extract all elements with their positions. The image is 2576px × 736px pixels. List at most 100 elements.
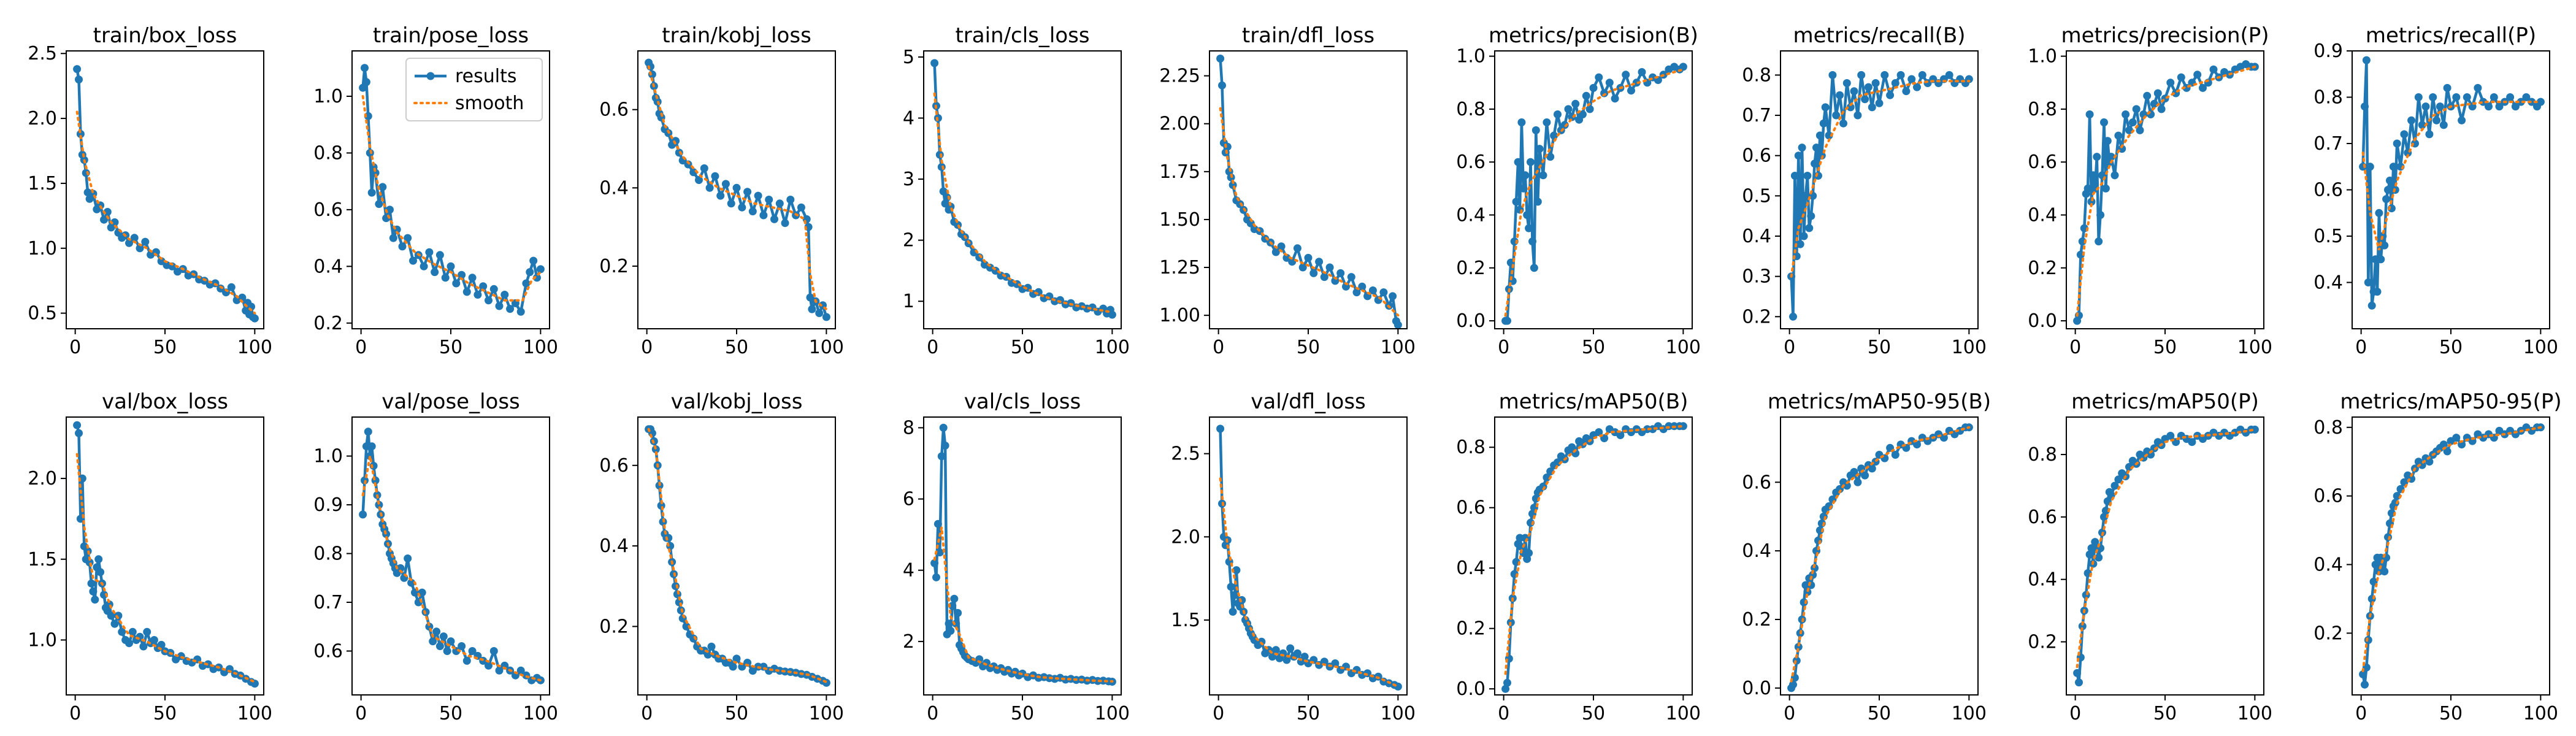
x-tick-label: 50 xyxy=(2439,337,2463,358)
series-smooth xyxy=(933,92,1114,314)
data-point xyxy=(1546,153,1555,161)
series-smooth xyxy=(1790,80,1971,278)
data-point xyxy=(2091,184,2099,193)
data-point xyxy=(2371,561,2380,569)
data-point xyxy=(1832,111,1841,120)
series-results xyxy=(1787,423,1973,692)
data-point xyxy=(2522,93,2531,101)
smooth-line xyxy=(1790,426,1971,683)
panel-title: metrics/precision(P) xyxy=(2061,23,2269,48)
y-tick-label: 2.25 xyxy=(1159,66,1200,87)
data-point xyxy=(1503,316,1511,325)
panel-metrics-precision-b: metrics/precision(B) 0 50 100 0.0 0.2 0.4 0.6 0.… xyxy=(1456,23,1701,358)
data-point xyxy=(1622,71,1630,79)
data-point xyxy=(935,548,944,557)
data-point xyxy=(1815,131,1824,140)
y-tick-label: 2.0 xyxy=(1171,526,1200,548)
data-point xyxy=(1393,682,1402,691)
y-tick-label: 1.0 xyxy=(28,629,57,651)
panel-title: metrics/mAP50(P) xyxy=(2071,389,2259,414)
series-smooth xyxy=(933,527,1114,683)
legend: results smooth xyxy=(405,58,543,121)
panel-title: val/box_loss xyxy=(102,389,228,414)
data-point xyxy=(2490,93,2498,101)
data-point xyxy=(1512,197,1520,206)
data-point xyxy=(130,234,139,242)
results-line xyxy=(361,430,542,682)
data-point xyxy=(2386,176,2394,185)
data-point xyxy=(2110,171,2119,180)
data-point xyxy=(2110,481,2119,490)
data-point xyxy=(1393,321,1402,329)
y-tick-label: 0.6 xyxy=(2313,180,2343,201)
panel-title: val/dfl_loss xyxy=(1251,389,1366,414)
data-point xyxy=(2114,131,2123,140)
data-point xyxy=(1521,171,1530,180)
y-tick-label: 0.7 xyxy=(2313,133,2343,155)
data-point xyxy=(1216,424,1225,433)
data-point xyxy=(2418,121,2426,129)
data-point xyxy=(1871,79,1880,87)
data-point xyxy=(2100,513,2108,521)
data-point xyxy=(506,305,515,313)
data-point xyxy=(1286,644,1295,653)
data-point xyxy=(721,180,730,188)
y-tick-label: 4 xyxy=(903,108,914,129)
panel-metrics-map50-b: metrics/mAP50(B) 0 50 100 0.0 0.2 0.4 0.6 0.8 xyxy=(1456,389,1701,724)
data-point xyxy=(754,191,762,200)
y-tick-label: 0.5 xyxy=(2313,226,2343,247)
data-point xyxy=(759,211,768,220)
y-tick-label: 0.6 xyxy=(1742,145,1771,167)
data-point xyxy=(1861,95,1869,104)
data-point xyxy=(362,78,370,86)
x-tick-label: 50 xyxy=(1868,337,1891,358)
data-point xyxy=(1232,566,1241,575)
data-point xyxy=(1891,451,1899,459)
data-point xyxy=(732,183,741,192)
data-point xyxy=(2150,99,2158,108)
data-point xyxy=(125,239,133,247)
data-point xyxy=(1801,191,1810,200)
y-tick-label: 0.8 xyxy=(1742,64,1771,86)
panel-val-kobj-loss: val/kobj_loss 0 50 100 0.2 0.4 0.6 xyxy=(599,389,844,724)
data-point xyxy=(682,622,691,631)
data-point xyxy=(2361,680,2369,689)
y-tick-label: 0.2 xyxy=(2028,258,2057,279)
data-point xyxy=(1868,464,1876,473)
data-point xyxy=(2177,73,2185,82)
data-point xyxy=(954,608,962,617)
data-point xyxy=(2443,447,2451,456)
y-tick-label: 0.4 xyxy=(2028,569,2057,591)
y-tick-label: 0.6 xyxy=(599,455,629,477)
data-point xyxy=(1800,232,1808,240)
data-point xyxy=(2373,288,2382,296)
x-tick-label: 0 xyxy=(1784,337,1795,358)
data-point xyxy=(727,199,735,208)
y-tick-label: 4 xyxy=(903,560,914,581)
y-tick-label: 1.0 xyxy=(313,446,343,467)
data-point xyxy=(2166,432,2175,440)
y-tick-label: 0.8 xyxy=(2028,444,2057,466)
data-point xyxy=(1531,126,1540,134)
panel-title: metrics/precision(B) xyxy=(1489,23,1698,48)
series-smooth xyxy=(361,95,542,302)
data-point xyxy=(1846,103,1855,112)
x-tick-label: 100 xyxy=(1952,703,1987,724)
data-point xyxy=(2380,567,2389,576)
data-point xyxy=(439,632,448,641)
y-tick-label: 0.2 xyxy=(1456,618,1485,640)
panel-title: train/dfl_loss xyxy=(1242,23,1374,48)
data-point xyxy=(1864,83,1873,91)
data-point xyxy=(1803,588,1812,596)
data-point xyxy=(1945,71,1953,79)
panel-title: metrics/mAP50-95(P) xyxy=(2340,389,2561,414)
y-tick-label: 0.2 xyxy=(1456,258,1485,279)
x-tick-label: 100 xyxy=(237,337,272,358)
data-point xyxy=(91,596,99,604)
panel-val-pose-loss: val/pose_loss 0 50 100 0.6 0.7 0.8 0.9 1.0 xyxy=(313,389,558,724)
x-tick-label: 100 xyxy=(1381,337,1416,358)
data-point xyxy=(930,559,939,567)
data-point xyxy=(2377,255,2385,264)
data-point xyxy=(1853,111,1862,120)
data-point xyxy=(1679,422,1687,431)
